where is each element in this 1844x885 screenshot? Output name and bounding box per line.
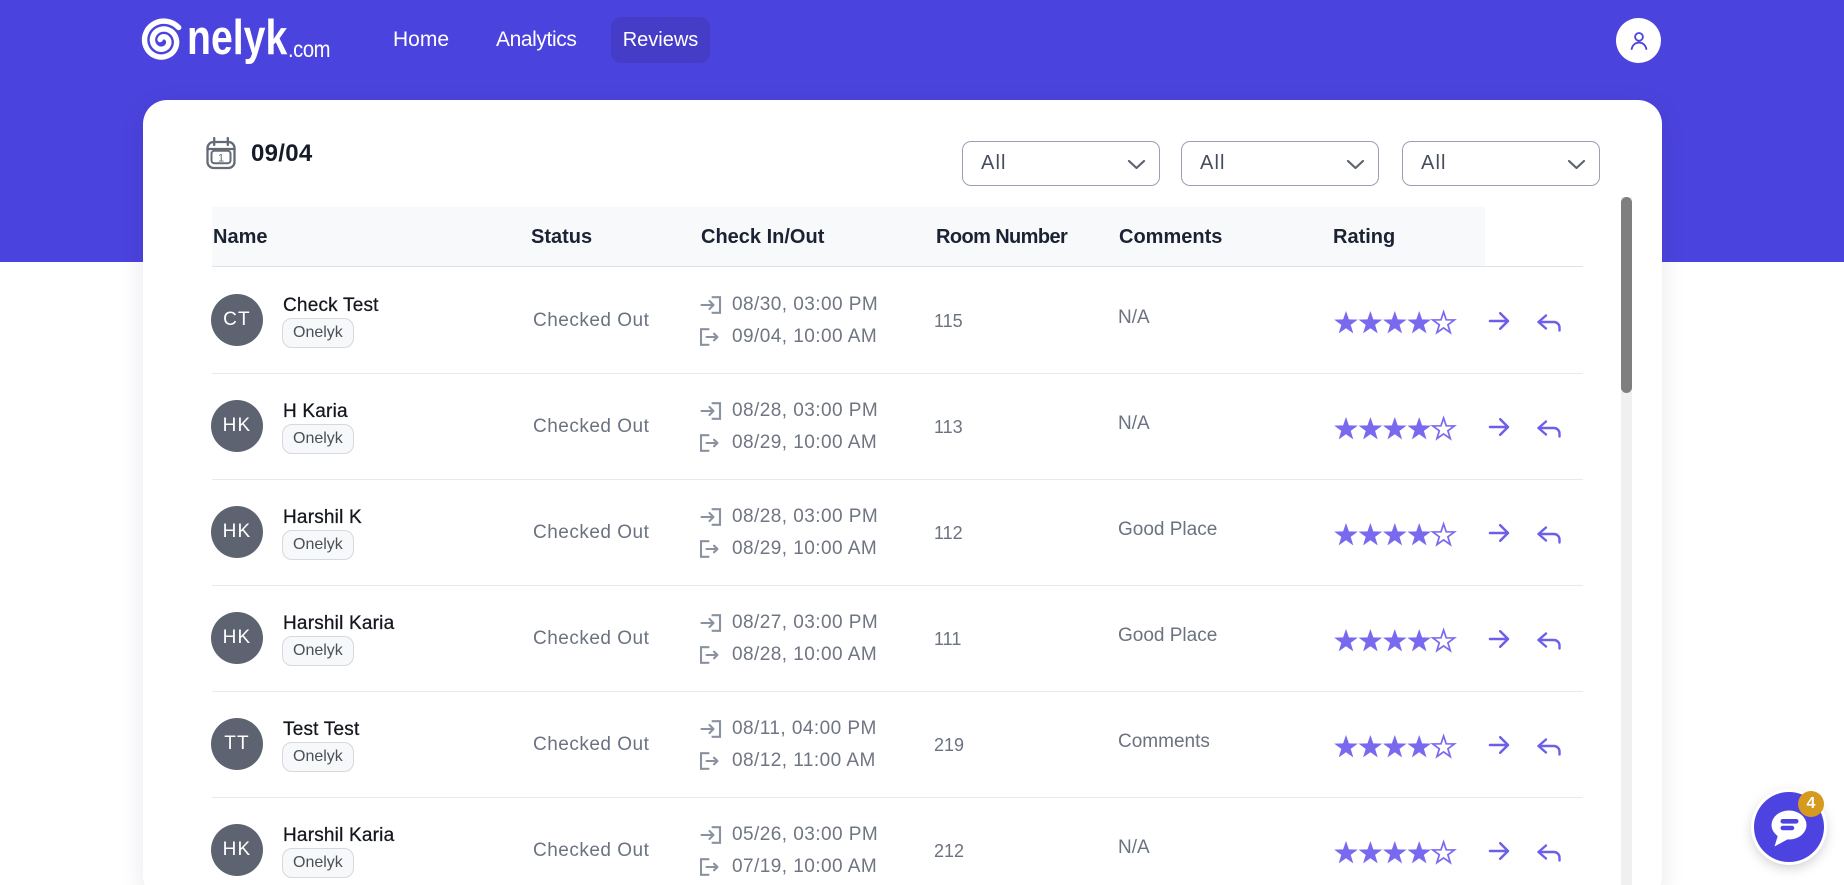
svg-text:1: 1 <box>218 153 224 165</box>
